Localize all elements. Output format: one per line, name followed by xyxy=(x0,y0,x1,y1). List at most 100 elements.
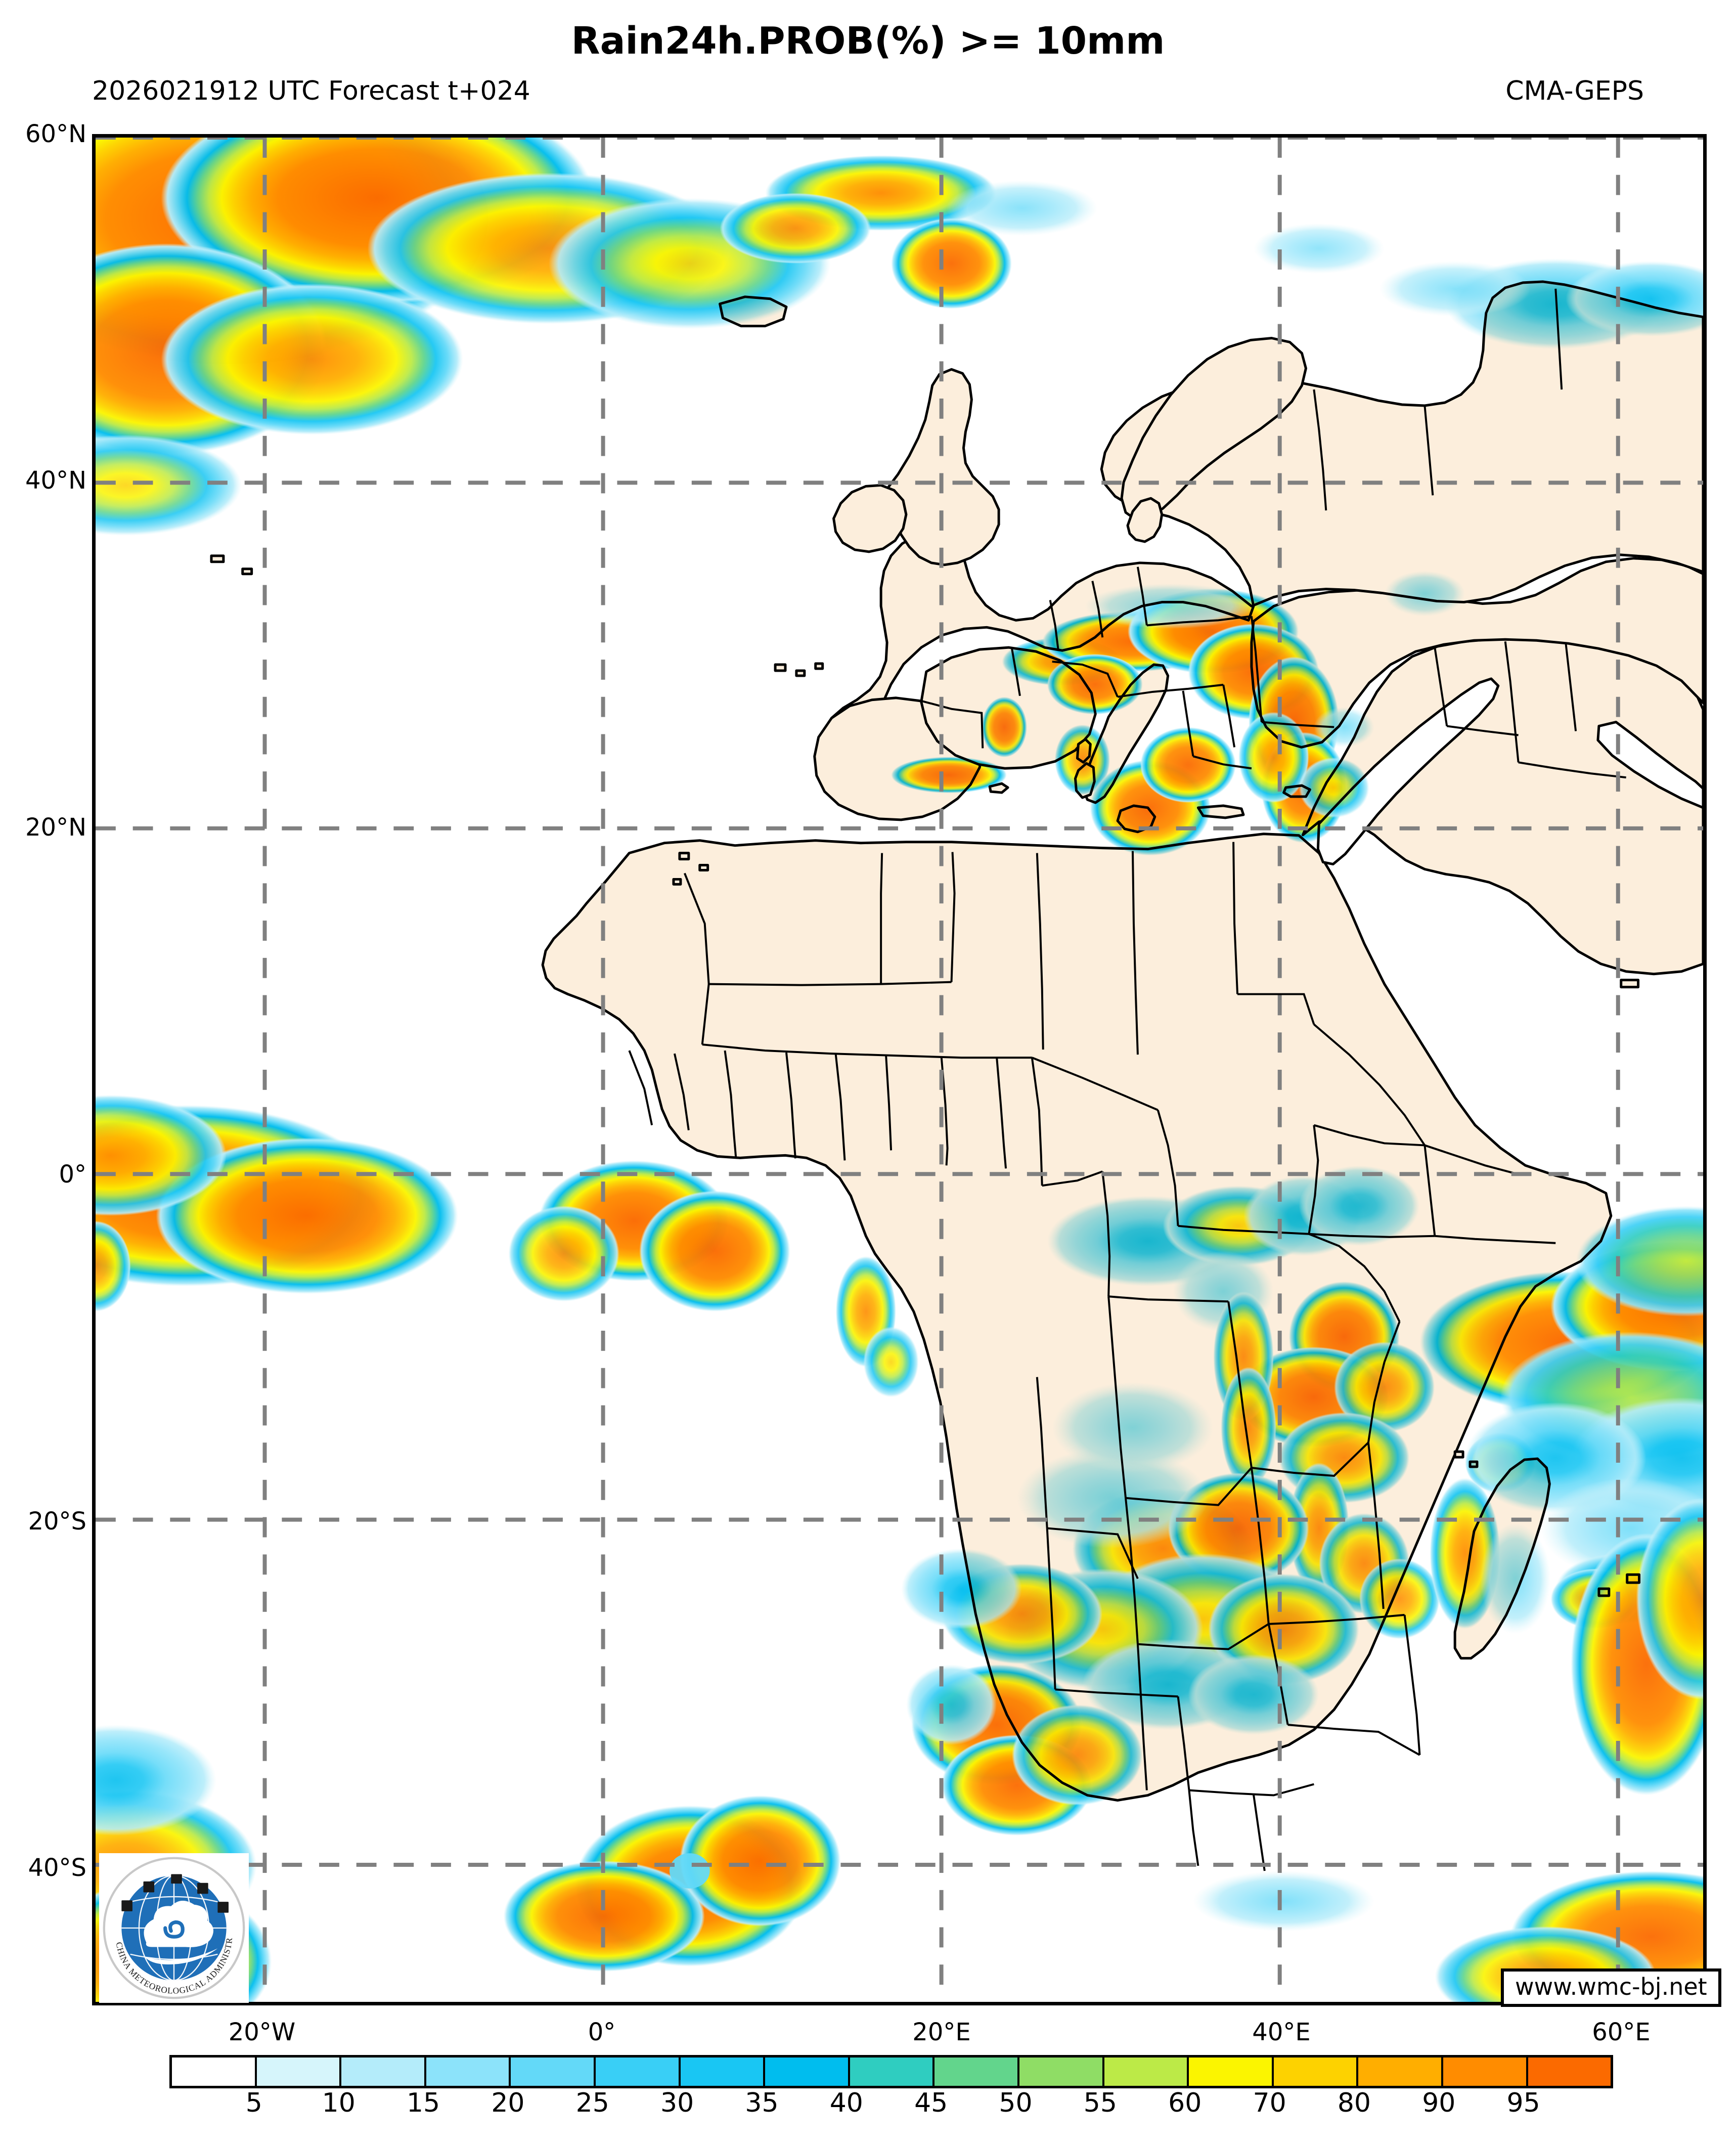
map-frame[interactable] xyxy=(92,134,1707,2005)
precip-atlantic-sliver xyxy=(96,434,242,536)
cma-logo-container: CHINA METEOROLOGICAL ADMINISTRATION xyxy=(99,1853,249,2003)
lon-tick-0: 0° xyxy=(588,2018,616,2046)
colorbar-tick-55: 55 xyxy=(1083,2088,1117,2118)
precip-botswana-east xyxy=(1188,1654,1319,1735)
lat-tick-0: 0° xyxy=(59,1160,86,1189)
azores-islands xyxy=(210,554,253,576)
precip-baltic-weak xyxy=(1253,223,1385,274)
colorbar-tick-70: 70 xyxy=(1253,2088,1286,2118)
colorbar-cell-5 xyxy=(595,2058,681,2086)
colorbar-tick-labels: 5 10 15 20 25 30 35 40 45 50 55 60 70 80 90 95 xyxy=(169,2088,1612,2123)
colorbar-tick-45: 45 xyxy=(914,2088,948,2118)
precip-caspian-north2 xyxy=(1566,261,1703,337)
lon-tick-20e: 20°E xyxy=(912,2018,971,2046)
colorbar-cell-12 xyxy=(1189,2058,1274,2086)
source-url-badge[interactable]: www.wmc-bj.net xyxy=(1501,1968,1721,2007)
precip-angola-central xyxy=(901,1548,1022,1629)
precip-itcz-atlantic-w3 xyxy=(96,1095,227,1216)
red-sea xyxy=(1316,677,1500,866)
lon-tick-20w: 20°W xyxy=(228,2018,296,2046)
colorbar-cell-4 xyxy=(511,2058,596,2086)
precip-south-atlantic-eye xyxy=(670,1853,710,1889)
lat-tick-40s: 40°S xyxy=(28,1854,86,1882)
precip-namibia-coast xyxy=(906,1664,997,1745)
colorbar-tick-15: 15 xyxy=(406,2088,440,2118)
colorbar-cell-9 xyxy=(934,2058,1019,2086)
cape-verde-islands xyxy=(672,852,709,886)
colorbar-tick-25: 25 xyxy=(575,2088,609,2118)
precip-probability-layer xyxy=(96,138,1703,2002)
model-label: CMA-GEPS xyxy=(1505,76,1644,106)
colorbar-cell-11 xyxy=(1104,2058,1189,2086)
colorbar-cell-3 xyxy=(426,2058,511,2086)
precip-southern-ocean-se2 xyxy=(1636,1498,1703,1700)
colorbar-tick-5: 5 xyxy=(245,2088,262,2118)
precip-central-europe-weak xyxy=(1085,583,1256,629)
precip-north-britain-fringe xyxy=(946,180,1098,236)
colorbar-tick-30: 30 xyxy=(660,2088,694,2118)
colorbar-tick-95: 95 xyxy=(1506,2088,1540,2118)
colorbar-cell-15 xyxy=(1443,2058,1528,2086)
precip-russia-fringe xyxy=(1379,261,1531,317)
lon-tick-60e: 60°E xyxy=(1592,2018,1651,2046)
ireland-landmass xyxy=(832,484,908,553)
colorbar-cell-1 xyxy=(256,2058,342,2086)
graticule-layer xyxy=(96,138,1703,2002)
precip-sardinia-corsica xyxy=(1054,724,1110,796)
colorbar-tick-90: 90 xyxy=(1422,2088,1456,2118)
precip-itcz-guinea-c xyxy=(508,1205,619,1302)
precip-italy-north xyxy=(1047,654,1143,715)
page-title: Rain24h.PROB(%) >= 10mm xyxy=(571,19,1165,63)
persian-gulf xyxy=(1596,721,1703,809)
precip-southern-italy xyxy=(1140,727,1236,803)
precip-tanzania-east xyxy=(1334,1341,1435,1433)
great-britain-landmass xyxy=(884,368,1000,566)
colorbar-cell-14 xyxy=(1358,2058,1443,2086)
precip-indian-band-d xyxy=(1576,1206,1703,1317)
china-meteorological-administration-logo: CHINA METEOROLOGICAL ADMINISTRATION xyxy=(101,1855,245,1999)
lat-tick-20n: 20°N xyxy=(25,813,86,842)
lat-tick-60n: 60°N xyxy=(25,120,86,148)
colorbar-cell-0 xyxy=(172,2058,257,2086)
precip-massif-central xyxy=(982,696,1027,758)
precip-pyrenees xyxy=(891,757,1007,794)
precip-south-africa-offshore xyxy=(1193,1870,1374,1932)
colorbar-cell-6 xyxy=(680,2058,766,2086)
precip-drc-south xyxy=(1016,1448,1209,1549)
precip-north-atlantic-d xyxy=(161,283,463,435)
precip-south-atlantic-low2 xyxy=(503,1861,705,1972)
precip-itcz-guinea-b xyxy=(639,1191,790,1312)
lat-tick-40n: 40°N xyxy=(25,466,86,495)
colorbar-cell-8 xyxy=(850,2058,935,2086)
denmark-landmass xyxy=(1126,497,1164,543)
precip-kalahari xyxy=(1012,1704,1143,1806)
precip-cameroon-coast xyxy=(96,1220,131,1312)
precip-aegean xyxy=(1299,757,1369,818)
colorbar-tick-60: 60 xyxy=(1168,2088,1202,2118)
precip-lake-tanganyika xyxy=(1221,1367,1276,1488)
colorbar-cell-13 xyxy=(1273,2058,1359,2086)
colorbar-cell-16 xyxy=(1528,2058,1611,2086)
precip-albania xyxy=(1238,712,1309,803)
colorbar-cell-10 xyxy=(1019,2058,1104,2086)
arabian-peninsula-landmass xyxy=(1301,637,1703,976)
colorbar[interactable] xyxy=(169,2055,1613,2088)
precip-southern-ocean-sw3 xyxy=(96,1725,216,1836)
precip-caucasus xyxy=(1384,571,1465,617)
precip-turkey-east xyxy=(1314,707,1374,748)
colorbar-tick-20: 20 xyxy=(491,2088,525,2118)
lat-tick-20s: 20°S xyxy=(28,1507,86,1536)
precip-mozambique-coast xyxy=(1359,1558,1440,1639)
precip-itcz-atlantic-w2 xyxy=(156,1137,458,1294)
colorbar-tick-80: 80 xyxy=(1337,2088,1371,2118)
forecast-timestamp: 2026021912 UTC Forecast t+024 xyxy=(92,76,530,106)
lon-tick-40e: 40°E xyxy=(1252,2018,1311,2046)
colorbar-tick-10: 10 xyxy=(322,2088,355,2118)
inland-seas xyxy=(1316,677,1703,866)
canary-islands xyxy=(774,662,824,677)
map-canvas xyxy=(96,138,1703,2002)
precip-ethiopia-sw xyxy=(1299,1165,1420,1246)
precip-congo-mouth xyxy=(863,1327,919,1397)
precip-drc-central xyxy=(1052,1382,1214,1473)
precip-hebrides xyxy=(720,193,871,264)
